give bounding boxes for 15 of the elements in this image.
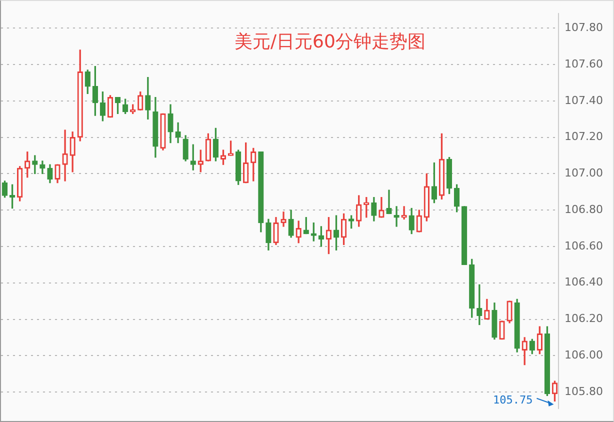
y-tick-label: 106.20 — [564, 312, 604, 326]
candlestick — [386, 190, 392, 214]
y-tick-label: 106.80 — [564, 202, 604, 216]
y-tick-label: 106.60 — [564, 239, 604, 252]
y-tick-label: 107.60 — [564, 57, 604, 70]
y-tick-label: 105.80 — [564, 384, 604, 398]
text: 美元/日元60分钟走势图 — [234, 32, 426, 53]
y-tick-label: 106.00 — [564, 348, 604, 362]
y-tick-label: 107.40 — [564, 94, 604, 107]
y-tick-label: 107.80 — [564, 21, 604, 34]
y-tick-label: 107.20 — [564, 130, 604, 144]
candlestick — [62, 130, 68, 182]
y-tick-label: 106.40 — [564, 276, 604, 289]
annotation: 105.75 — [492, 393, 533, 406]
y-tick-label: 107.00 — [564, 166, 604, 180]
